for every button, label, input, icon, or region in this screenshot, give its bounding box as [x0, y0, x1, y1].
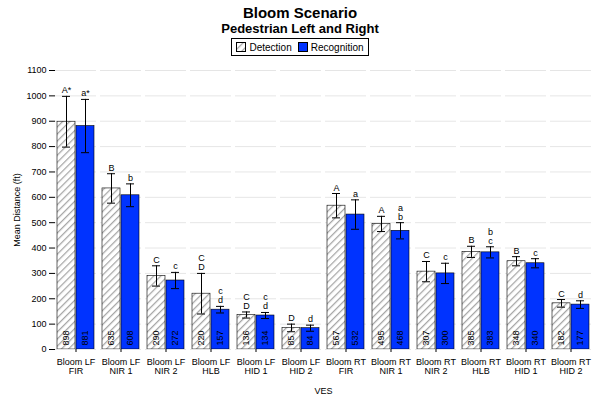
- html-text:Recognition: Recognition: [310, 41, 364, 53]
- svg-text:cd: cd: [218, 286, 223, 305]
- svg-text:300: 300: [31, 268, 46, 278]
- svg-text:136: 136: [241, 330, 251, 345]
- svg-text:567: 567: [331, 330, 341, 345]
- svg-text:290: 290: [151, 330, 161, 345]
- svg-text:898: 898: [61, 330, 71, 345]
- svg-text:D: D: [288, 313, 295, 323]
- svg-text:c: c: [443, 252, 448, 262]
- svg-text:Mean Distance (ft): Mean Distance (ft): [12, 173, 22, 247]
- svg-text:Bloom LFHLB: Bloom LFHLB: [192, 357, 231, 376]
- svg-text:468: 468: [395, 330, 405, 345]
- svg-text:272: 272: [170, 330, 180, 345]
- svg-text:200: 200: [31, 294, 46, 304]
- svg-text:B: B: [513, 246, 519, 256]
- svg-text:608: 608: [125, 330, 135, 345]
- svg-text:220: 220: [196, 330, 206, 345]
- svg-text:a: a: [353, 189, 358, 199]
- svg-text:Bloom RTNIR 2: Bloom RTNIR 2: [416, 357, 456, 376]
- svg-text:Bloom LFNIR 1: Bloom LFNIR 1: [102, 357, 141, 376]
- svg-text:c: c: [173, 261, 178, 271]
- svg-text:383: 383: [485, 330, 495, 345]
- svg-text:d: d: [578, 290, 583, 300]
- svg-text:a*: a*: [81, 88, 90, 98]
- svg-text:385: 385: [466, 330, 476, 345]
- svg-text:B: B: [468, 235, 474, 245]
- svg-text:100: 100: [31, 319, 46, 329]
- svg-text:1000: 1000: [26, 91, 46, 101]
- svg-text:85: 85: [286, 335, 296, 345]
- svg-text:700: 700: [31, 167, 46, 177]
- svg-text:Bloom RTHID 1: Bloom RTHID 1: [506, 357, 546, 376]
- html-text:Detection: Detection: [249, 41, 292, 53]
- svg-text:177: 177: [575, 330, 585, 345]
- svg-text:800: 800: [31, 141, 46, 151]
- svg-text:Bloom LFHID 2: Bloom LFHID 2: [282, 357, 321, 376]
- svg-text:CD: CD: [198, 253, 205, 272]
- svg-text:A: A: [333, 183, 339, 193]
- svg-text:600: 600: [31, 192, 46, 202]
- html-text:Bloom Scenario: Bloom Scenario: [242, 4, 358, 21]
- svg-text:532: 532: [350, 330, 360, 345]
- svg-text:CD: CD: [243, 292, 250, 311]
- svg-text:c: c: [533, 248, 538, 258]
- svg-text:495: 495: [376, 330, 386, 345]
- svg-text:ab: ab: [398, 203, 403, 222]
- svg-text:Bloom LFFIR: Bloom LFFIR: [57, 357, 96, 376]
- svg-text:B: B: [108, 163, 114, 173]
- svg-text:881: 881: [80, 330, 90, 345]
- svg-text:C: C: [153, 255, 160, 265]
- svg-text:348: 348: [511, 330, 521, 345]
- html-text:Pedestrian Left and Right: Pedestrian Left and Right: [221, 21, 379, 36]
- svg-text:635: 635: [106, 330, 116, 345]
- svg-text:300: 300: [440, 330, 450, 345]
- svg-text:VES: VES: [314, 386, 332, 396]
- svg-text:Bloom RTFIR: Bloom RTFIR: [326, 357, 366, 376]
- svg-text:A: A: [378, 205, 384, 215]
- svg-text:Bloom RTNIR 1: Bloom RTNIR 1: [371, 357, 411, 376]
- svg-text:Bloom RTHID 2: Bloom RTHID 2: [551, 357, 591, 376]
- svg-text:157: 157: [215, 330, 225, 345]
- svg-text:182: 182: [556, 330, 566, 345]
- svg-text:307: 307: [421, 330, 431, 345]
- svg-text:C: C: [558, 289, 565, 299]
- svg-text:134: 134: [260, 330, 270, 345]
- svg-text:Bloom LFNIR 2: Bloom LFNIR 2: [147, 357, 186, 376]
- svg-text:84: 84: [305, 335, 315, 345]
- svg-text:Bloom RTHLB: Bloom RTHLB: [461, 357, 501, 376]
- svg-text:b: b: [128, 173, 133, 183]
- svg-text:Bloom LFHID 1: Bloom LFHID 1: [237, 357, 276, 376]
- svg-text:900: 900: [31, 116, 46, 126]
- svg-text:0: 0: [41, 344, 46, 354]
- svg-text:400: 400: [31, 243, 46, 253]
- svg-text:1100: 1100: [27, 65, 46, 75]
- svg-text:cd: cd: [263, 292, 268, 311]
- svg-text:C: C: [423, 250, 430, 260]
- svg-text:A*: A*: [62, 85, 72, 95]
- svg-text:d: d: [308, 314, 313, 324]
- svg-text:bc: bc: [488, 227, 493, 246]
- svg-text:340: 340: [530, 330, 540, 345]
- svg-text:500: 500: [31, 218, 46, 228]
